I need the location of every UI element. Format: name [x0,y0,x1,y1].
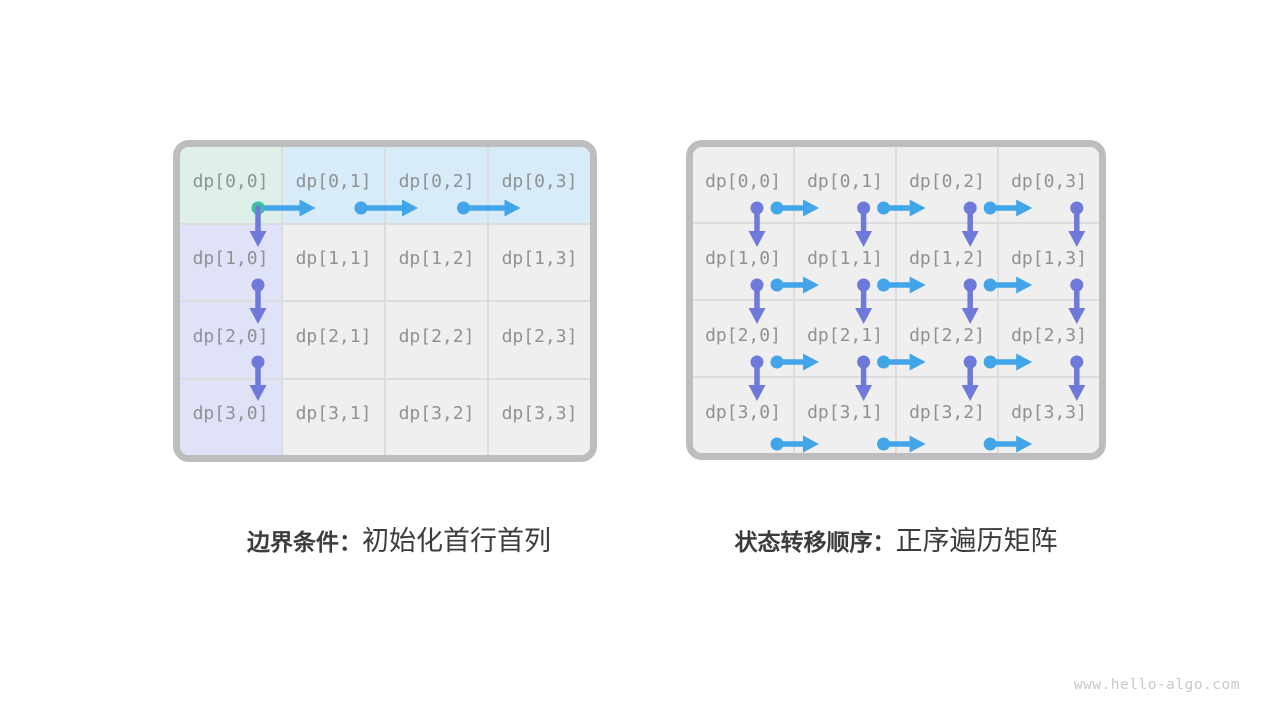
grid-cell: dp[1,3] [999,224,1099,299]
grid-cell: dp[1,1] [795,224,895,299]
cell-label: dp[0,3] [501,170,578,192]
traversal-grid: dp[0,0] dp[0,1] dp[0,2] dp[0,3] dp[1,0] dp[1,… [686,140,1106,460]
grid-cell: dp[2,3] [489,302,590,378]
cell-label: dp[0,1] [807,170,883,192]
cell-label: dp[2,2] [398,325,475,347]
grid-cell: dp[2,2] [897,301,997,376]
grid-cell: dp[2,1] [283,302,384,378]
grid-cell: dp[0,3] [999,147,1099,222]
cell-label: dp[3,1] [807,401,883,423]
grid-cell: dp[3,1] [795,378,895,453]
cell-label: dp[0,1] [295,170,372,192]
cell-label: dp[1,3] [1011,247,1087,269]
cell-label: dp[1,0] [192,248,269,270]
grid-cell: dp[2,3] [999,301,1099,376]
cell-label: dp[3,3] [1011,401,1087,423]
grid-cell: dp[0,3] [489,147,590,223]
cell-label: dp[3,0] [705,401,781,423]
watermark: www.hello-algo.com [1073,677,1240,693]
traversal-caption-text: 正序遍历矩阵 [895,526,1058,556]
grid-cell: dp[3,2] [386,379,487,455]
grid-cell: dp[2,2] [386,302,487,378]
cell-label: dp[2,1] [807,324,883,346]
boundary-caption-text: 初始化首行首列 [362,526,551,556]
grid-cell: dp[1,2] [386,224,487,300]
grid-cell: dp[0,1] [795,147,895,222]
grid-cell: dp[3,3] [999,378,1099,453]
grid-cell: dp[3,1] [283,379,384,455]
cell-label: dp[3,2] [398,403,475,425]
cell-label: dp[0,3] [1011,170,1087,192]
cell-label: dp[3,1] [295,403,372,425]
traversal-caption: 状态转移顺序：正序遍历矩阵 [684,519,1108,558]
grid-cell: dp[2,0] [693,301,793,376]
boundary-caption-term: 边界条件： [247,529,362,555]
grid-cell: dp[1,2] [897,224,997,299]
cell-label: dp[0,2] [398,170,475,192]
cell-label: dp[1,0] [705,247,781,269]
boundary-grid: dp[0,0] dp[0,1] dp[0,2] dp[0,3] dp[1,0] dp[1,… [173,140,597,462]
cell-label: dp[2,0] [192,325,269,347]
grid-cell: dp[3,0] [180,379,281,455]
cell-label: dp[1,3] [501,248,578,270]
traversal-caption-term: 状态转移顺序： [734,529,896,555]
cell-label: dp[1,2] [909,247,985,269]
grid-cell: dp[0,2] [386,147,487,223]
traversal-grid-cells: dp[0,0] dp[0,1] dp[0,2] dp[0,3] dp[1,0] dp[1,… [693,147,1099,453]
grid-cell: dp[0,0] [180,147,281,223]
cell-label: dp[0,0] [705,170,781,192]
cell-label: dp[3,0] [192,403,269,425]
cell-label: dp[0,0] [192,170,269,192]
grid-cell: dp[1,3] [489,224,590,300]
grid-cell: dp[1,0] [693,224,793,299]
grid-cell: dp[3,3] [489,379,590,455]
cell-label: dp[1,1] [295,248,372,270]
cell-label: dp[1,2] [398,248,475,270]
grid-cell: dp[2,1] [795,301,895,376]
grid-cell: dp[0,2] [897,147,997,222]
grid-cell: dp[2,0] [180,302,281,378]
cell-label: dp[2,0] [705,324,781,346]
cell-label: dp[0,2] [909,170,985,192]
grid-cell: dp[0,0] [693,147,793,222]
grid-cell: dp[1,1] [283,224,384,300]
grid-cell: dp[3,2] [897,378,997,453]
cell-label: dp[2,3] [501,325,578,347]
cell-label: dp[3,3] [501,403,578,425]
cell-label: dp[2,3] [1011,324,1087,346]
grid-cell: dp[0,1] [283,147,384,223]
cell-label: dp[2,2] [909,324,985,346]
grid-cell: dp[3,0] [693,378,793,453]
boundary-caption: 边界条件：初始化首行首列 [187,519,611,558]
cell-label: dp[3,2] [909,401,985,423]
cell-label: dp[2,1] [295,325,372,347]
boundary-grid-cells: dp[0,0] dp[0,1] dp[0,2] dp[0,3] dp[1,0] dp[1,… [180,147,590,455]
grid-cell: dp[1,0] [180,224,281,300]
cell-label: dp[1,1] [807,247,883,269]
